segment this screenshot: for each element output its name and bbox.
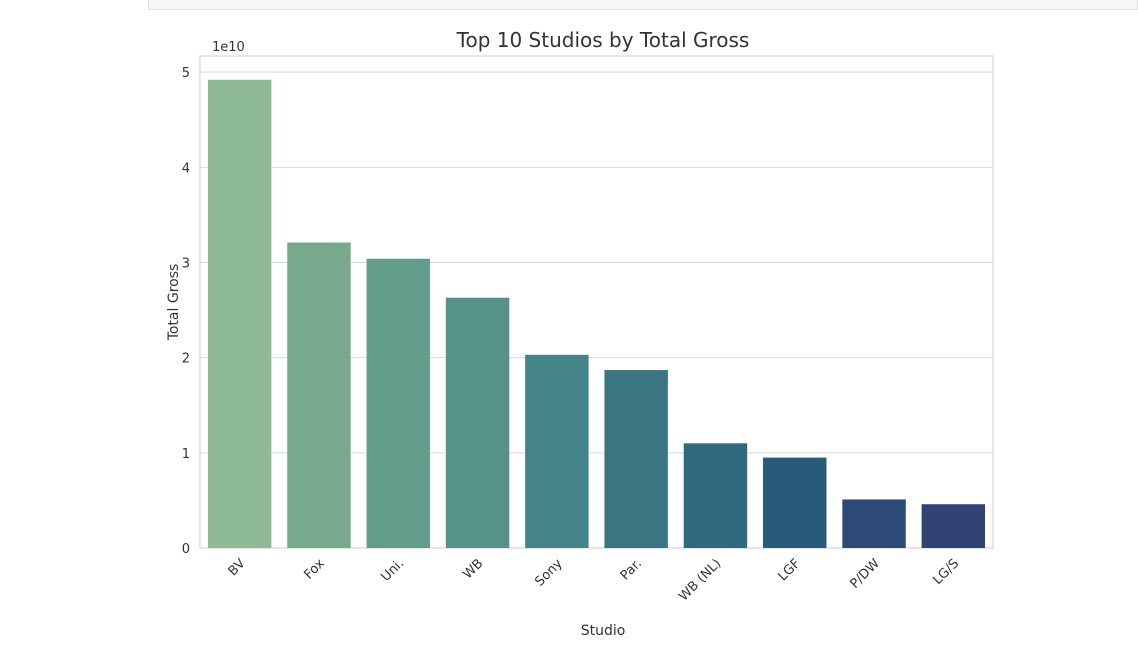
- bar-wb-nl: [683, 443, 748, 548]
- bars: [207, 79, 986, 548]
- bar-bv: [207, 79, 272, 548]
- y-offset-text: 1e10: [212, 40, 245, 55]
- y-tick-label: 3: [182, 257, 190, 272]
- y-axis-label: Total Gross: [166, 264, 182, 342]
- y-tick-label: 1: [182, 447, 190, 462]
- y-tick-labels: 0 1 2 3 4 5: [182, 66, 190, 557]
- x-tick-label: Fox: [301, 556, 328, 583]
- bar-fox: [287, 242, 351, 548]
- x-tick-label: WB (NL): [676, 556, 724, 604]
- y-tick-label: 0: [182, 542, 190, 557]
- x-tick-label: LG/S: [930, 556, 962, 588]
- bar-sony: [525, 354, 589, 548]
- x-tick-label: LGF: [775, 556, 803, 584]
- bar-uni: [366, 258, 430, 548]
- bar-lg-s: [921, 504, 986, 548]
- x-axis-label: Studio: [581, 623, 626, 639]
- x-tick-label: WB: [460, 556, 486, 582]
- bar-wb: [445, 297, 510, 548]
- chart-title: Top 10 Studios by Total Gross: [456, 28, 750, 52]
- x-tick-labels: BV Fox Uni. WB Sony Par. WB (NL) LGF P/DW LG/S: [226, 556, 963, 604]
- y-tick-label: 4: [182, 161, 190, 176]
- x-tick-label: BV: [226, 556, 249, 579]
- y-tick-label: 5: [182, 66, 190, 81]
- bar-p-dw: [842, 499, 906, 548]
- bar-par: [604, 370, 668, 548]
- bar-lgf: [763, 457, 827, 548]
- x-tick-label: P/DW: [847, 556, 883, 592]
- y-tick-label: 2: [182, 352, 190, 367]
- x-tick-label: Uni.: [378, 556, 407, 585]
- x-tick-label: Sony: [532, 556, 566, 590]
- x-tick-label: Par.: [618, 556, 645, 583]
